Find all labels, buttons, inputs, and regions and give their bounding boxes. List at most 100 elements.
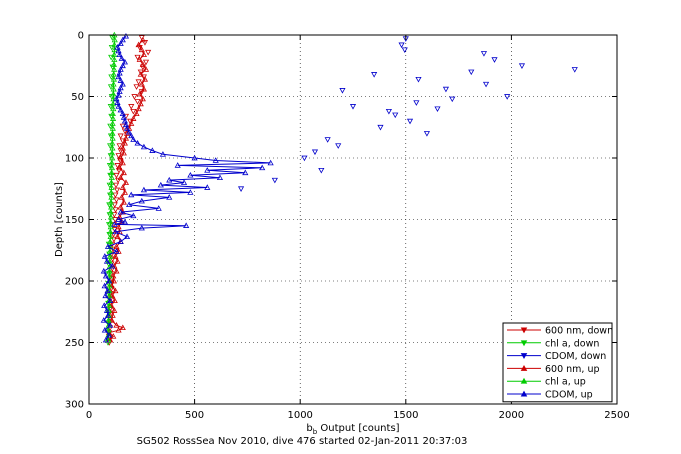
data-point xyxy=(140,143,147,150)
data-point xyxy=(121,128,128,135)
data-point xyxy=(339,88,346,94)
data-point xyxy=(126,201,133,208)
data-point xyxy=(108,44,115,51)
legend-marker xyxy=(520,340,528,347)
data-point xyxy=(174,162,181,168)
data-point xyxy=(115,216,122,222)
data-point xyxy=(122,135,130,141)
data-point xyxy=(121,117,128,124)
data-point xyxy=(103,307,111,313)
data-point xyxy=(187,189,194,195)
data-point xyxy=(109,263,116,269)
data-point xyxy=(111,297,118,303)
data-point xyxy=(371,72,378,78)
data-point xyxy=(117,174,124,180)
legend-label: 600 nm, down xyxy=(545,326,613,337)
data-point xyxy=(116,164,123,171)
data-point xyxy=(130,212,137,219)
series-line xyxy=(108,39,147,341)
legend-label: chl a, up xyxy=(545,377,586,388)
data-point xyxy=(133,110,140,117)
y-tick-label: 50 xyxy=(71,92,84,103)
x-axis-label: bb Output [counts] xyxy=(306,423,399,436)
data-point xyxy=(392,112,399,119)
data-point xyxy=(135,105,142,112)
data-point xyxy=(140,51,147,57)
series-cdom-up xyxy=(100,33,274,343)
data-point xyxy=(107,104,114,110)
data-point xyxy=(117,66,124,72)
data-point xyxy=(216,174,224,180)
data-point xyxy=(119,62,126,69)
data-point xyxy=(145,49,152,56)
data-point xyxy=(114,99,121,105)
data-point xyxy=(468,69,475,76)
data-point xyxy=(105,277,113,284)
data-point xyxy=(105,326,112,333)
data-point xyxy=(480,51,488,57)
data-point xyxy=(105,331,113,338)
legend-item-chl-a-up: chl a, up xyxy=(507,377,586,388)
data-point xyxy=(100,317,107,323)
data-point xyxy=(110,236,118,243)
data-point xyxy=(113,248,120,254)
y-tick-label: 100 xyxy=(65,154,84,165)
data-point xyxy=(110,61,118,67)
data-point xyxy=(121,140,128,146)
data-point xyxy=(137,71,144,77)
data-point xyxy=(101,302,108,308)
data-point xyxy=(423,131,430,137)
data-point xyxy=(141,76,149,82)
data-point xyxy=(112,217,119,223)
data-point xyxy=(120,169,127,176)
data-point xyxy=(107,297,114,303)
data-point xyxy=(103,258,111,264)
data-point xyxy=(102,336,109,343)
data-point xyxy=(106,248,113,254)
data-point xyxy=(108,317,115,323)
data-point xyxy=(139,61,146,67)
data-point xyxy=(128,132,135,139)
data-point xyxy=(119,36,126,43)
legend-label: chl a, down xyxy=(545,338,599,349)
legend-label: 600 nm, up xyxy=(545,364,600,375)
data-point xyxy=(504,94,511,100)
data-point xyxy=(212,157,219,163)
data-point xyxy=(204,167,211,173)
data-point xyxy=(449,96,456,103)
data-point xyxy=(139,95,146,102)
data-point xyxy=(159,151,166,157)
data-point xyxy=(166,176,173,183)
data-point xyxy=(111,227,118,233)
data-point xyxy=(130,115,137,121)
data-point xyxy=(518,63,526,69)
data-point xyxy=(117,133,124,140)
data-point xyxy=(134,99,141,105)
data-point xyxy=(109,35,116,41)
data-point xyxy=(107,253,114,259)
data-point xyxy=(109,130,116,136)
data-point xyxy=(482,81,490,88)
data-point xyxy=(122,33,130,39)
data-point xyxy=(109,110,116,117)
data-point xyxy=(110,277,118,284)
data-point xyxy=(106,272,113,279)
data-point xyxy=(111,221,118,227)
legend-item-cdom-down: CDOM, down xyxy=(507,351,606,362)
data-point xyxy=(108,184,115,190)
data-point xyxy=(571,67,578,73)
legend-box xyxy=(502,322,613,403)
data-point xyxy=(139,36,146,43)
data-point xyxy=(109,312,116,318)
data-point xyxy=(108,169,115,176)
data-point xyxy=(142,66,150,72)
data-point xyxy=(104,312,112,318)
data-point xyxy=(107,213,115,220)
data-point xyxy=(101,253,108,259)
data-point xyxy=(442,86,450,93)
data-point xyxy=(107,199,115,205)
data-point xyxy=(136,90,143,97)
y-tick-label: 150 xyxy=(65,215,84,226)
